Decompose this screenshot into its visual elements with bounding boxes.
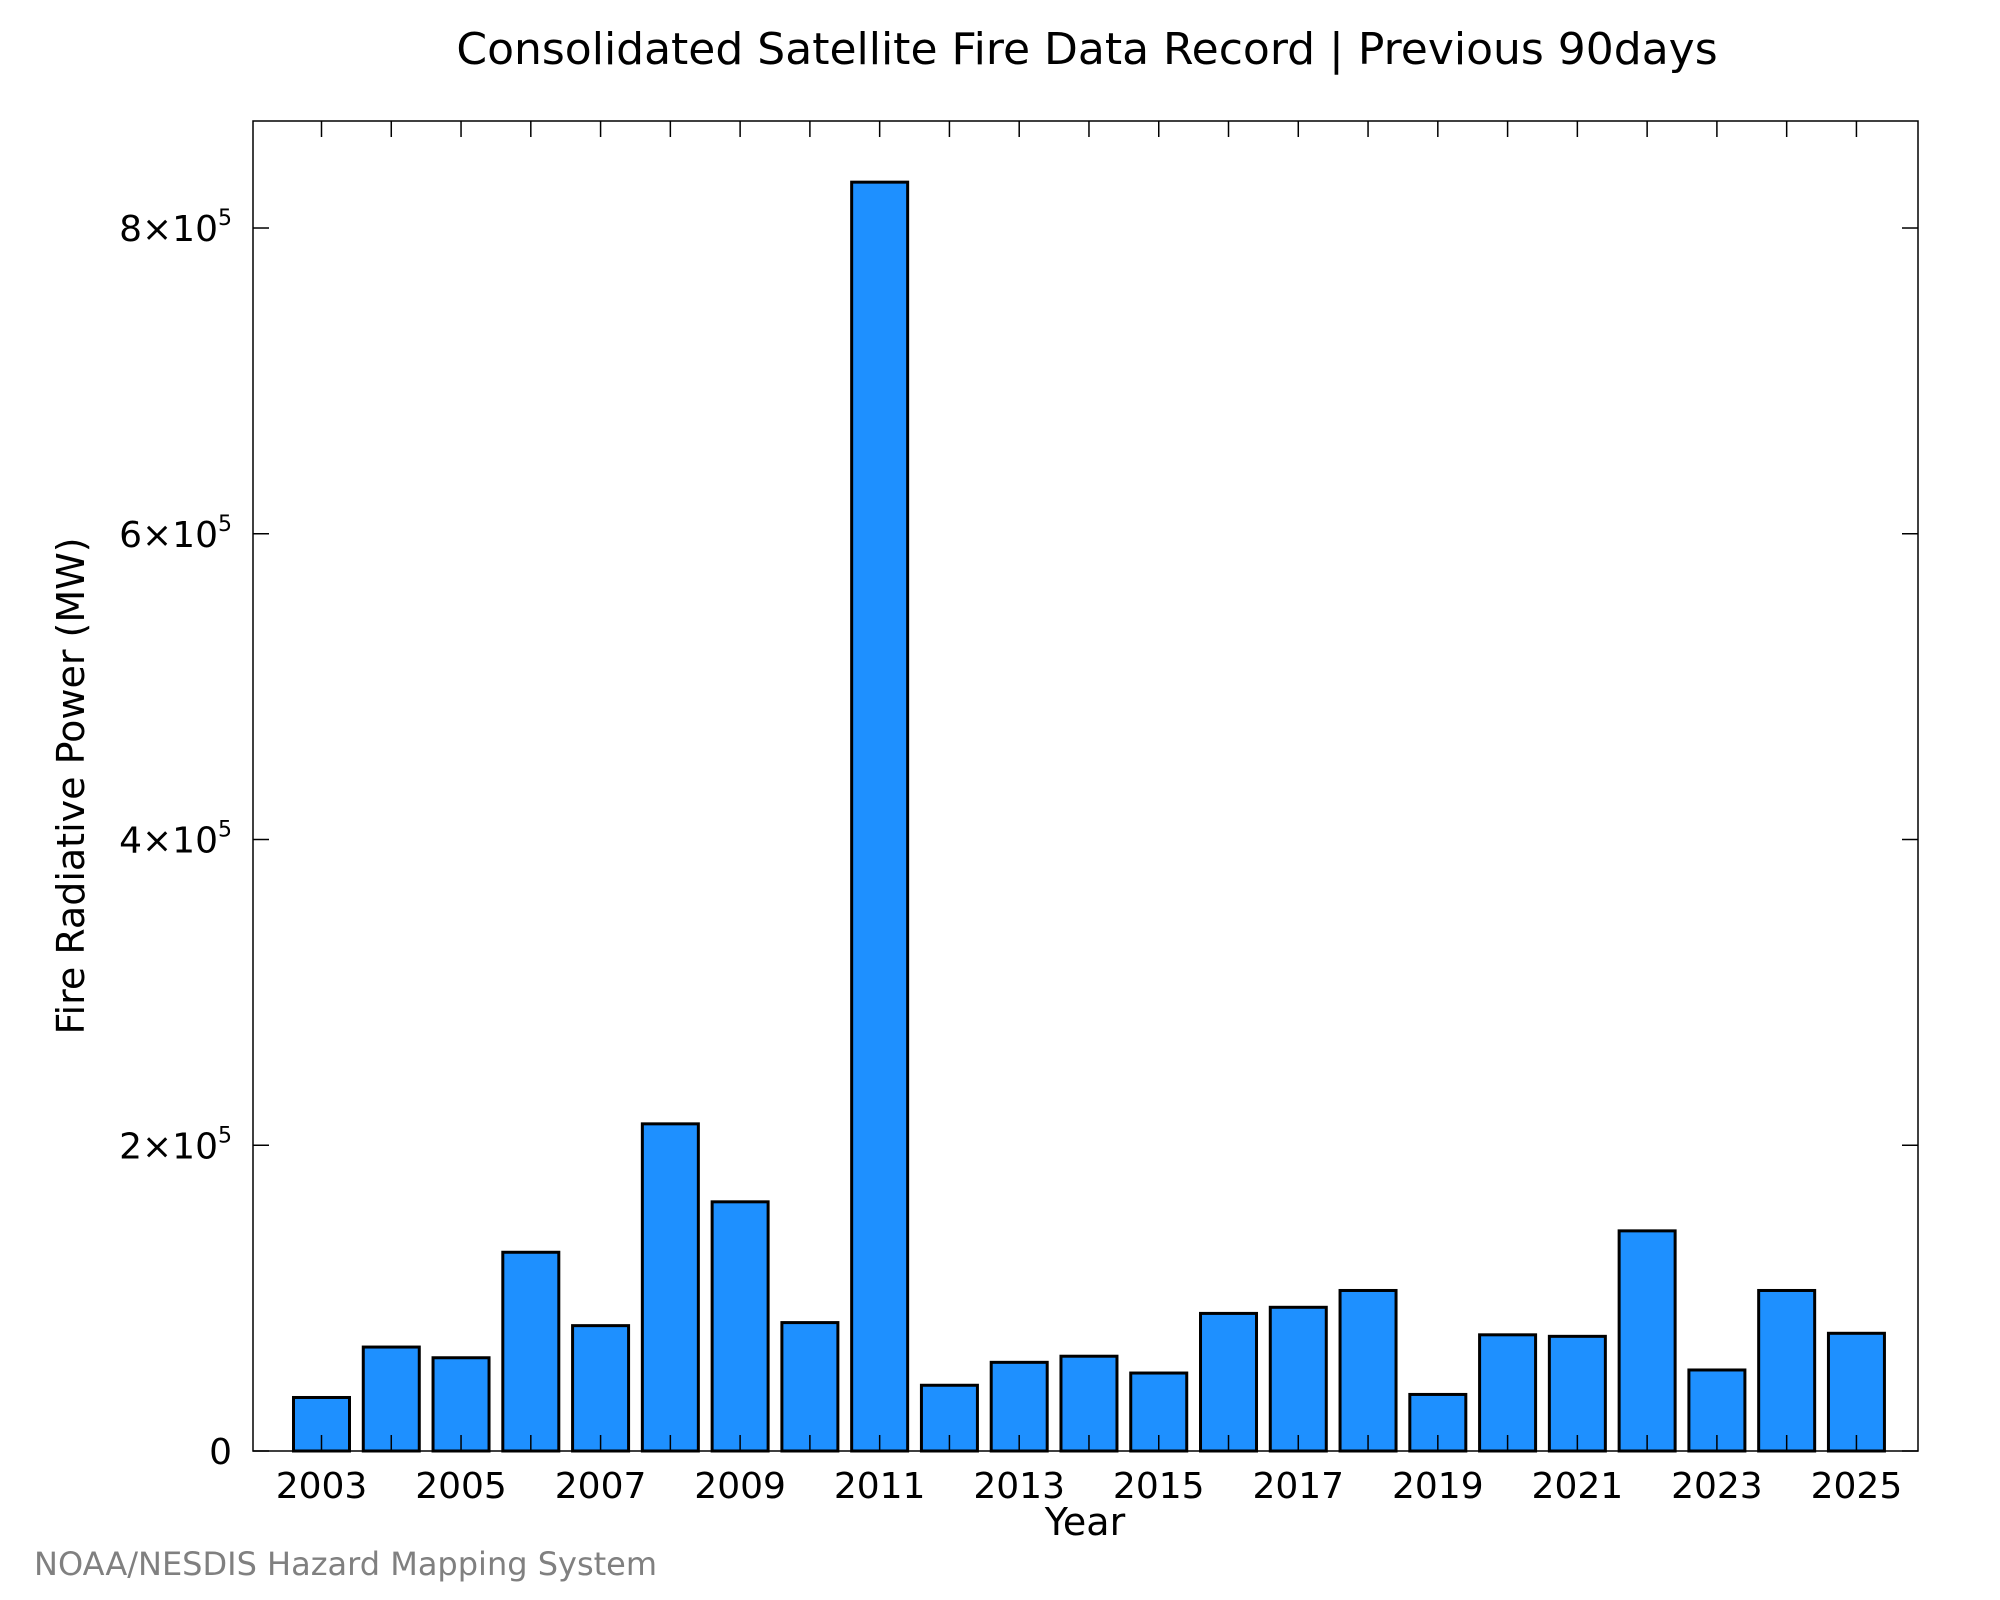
- x-tick-label: 2015: [1113, 1466, 1205, 1507]
- bar-2010: [780, 1321, 840, 1453]
- y-axis-label: Fire Radiative Power (MW): [49, 537, 93, 1034]
- x-tick-label: 2009: [694, 1466, 786, 1507]
- bar-2022: [1617, 1229, 1677, 1453]
- bar-2016: [1199, 1311, 1259, 1453]
- x-tick-label: 2013: [973, 1466, 1065, 1507]
- x-axis-label: Year: [1044, 1500, 1126, 1544]
- x-tick-label: 2025: [1811, 1466, 1903, 1507]
- y-tick-label: 4×105: [119, 818, 232, 862]
- bar-2006: [501, 1250, 561, 1453]
- y-tick-label: 2×105: [119, 1123, 232, 1167]
- bar-2008: [640, 1122, 700, 1453]
- x-tick-label: 2021: [1532, 1466, 1624, 1507]
- x-tick-label: 2023: [1671, 1466, 1763, 1507]
- bar-2018: [1338, 1288, 1398, 1453]
- y-tick-label: 0: [209, 1432, 232, 1473]
- bar-2020: [1478, 1333, 1538, 1453]
- bar-2017: [1268, 1305, 1328, 1453]
- bars-group: [292, 180, 1886, 1453]
- x-tick-label: 2017: [1252, 1466, 1344, 1507]
- bar-2025: [1826, 1331, 1886, 1453]
- y-ticks-group: 0 2×105 4×105 6×105 8×105: [119, 206, 1918, 1473]
- x-tick-label: 2011: [834, 1466, 926, 1507]
- x-tick-label: 2007: [555, 1466, 647, 1507]
- x-ticks-group: 2003 2005 2007 2009 2011 2013 2015 2017 2019 2021…: [276, 121, 1903, 1507]
- y-tick-label: 6×105: [119, 512, 232, 556]
- chart-title: Consolidated Satellite Fire Data Record …: [456, 24, 1717, 75]
- x-tick-label: 2019: [1392, 1466, 1484, 1507]
- x-tick-label: 2003: [276, 1466, 368, 1507]
- bar-2009: [710, 1200, 770, 1453]
- credit-text: NOAA/NESDIS Hazard Mapping System: [34, 1545, 657, 1583]
- bar-2007: [571, 1324, 631, 1453]
- x-tick-label: 2005: [415, 1466, 507, 1507]
- bar-2021: [1547, 1334, 1607, 1453]
- bar-2024: [1757, 1288, 1817, 1453]
- y-tick-label: 8×105: [119, 206, 232, 250]
- bar-2011: [850, 180, 910, 1453]
